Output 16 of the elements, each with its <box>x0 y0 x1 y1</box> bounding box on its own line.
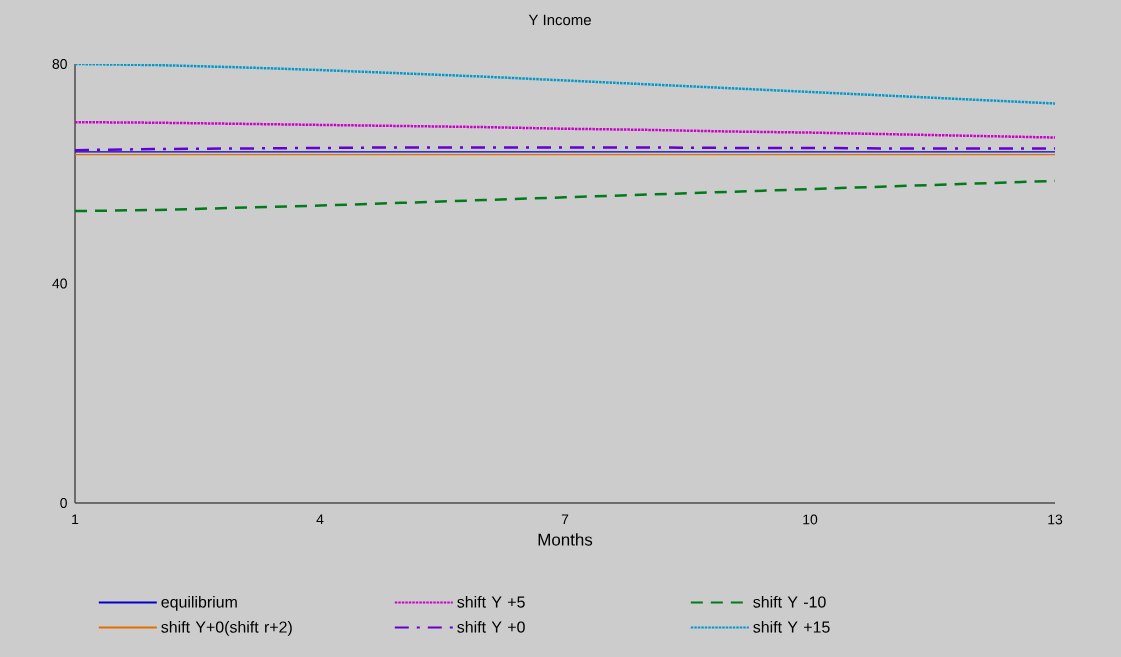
legend-label: shift Y+0(shift r+2) <box>161 621 292 636</box>
x-tick-label: 13 <box>1048 514 1063 525</box>
chart-title: Y Income <box>528 14 591 26</box>
legend-label: shift Y -10 <box>753 595 826 608</box>
x-axis-title: Months <box>538 533 593 546</box>
legend-label: shift Y +0 <box>457 621 525 633</box>
x-tick-label: 4 <box>316 514 324 525</box>
x-tick-label: 1 <box>72 514 79 525</box>
y-tick-label: 40 <box>52 278 67 289</box>
x-tick-label: 10 <box>803 514 818 525</box>
legend-label: equilibrium <box>161 595 237 611</box>
y-tick-label: 80 <box>52 59 67 69</box>
x-tick-label: 7 <box>561 514 569 525</box>
legend-label: shift Y +15 <box>753 621 830 633</box>
y-tick-label: 0 <box>60 498 67 508</box>
legend-label: shift Y +5 <box>457 595 525 608</box>
